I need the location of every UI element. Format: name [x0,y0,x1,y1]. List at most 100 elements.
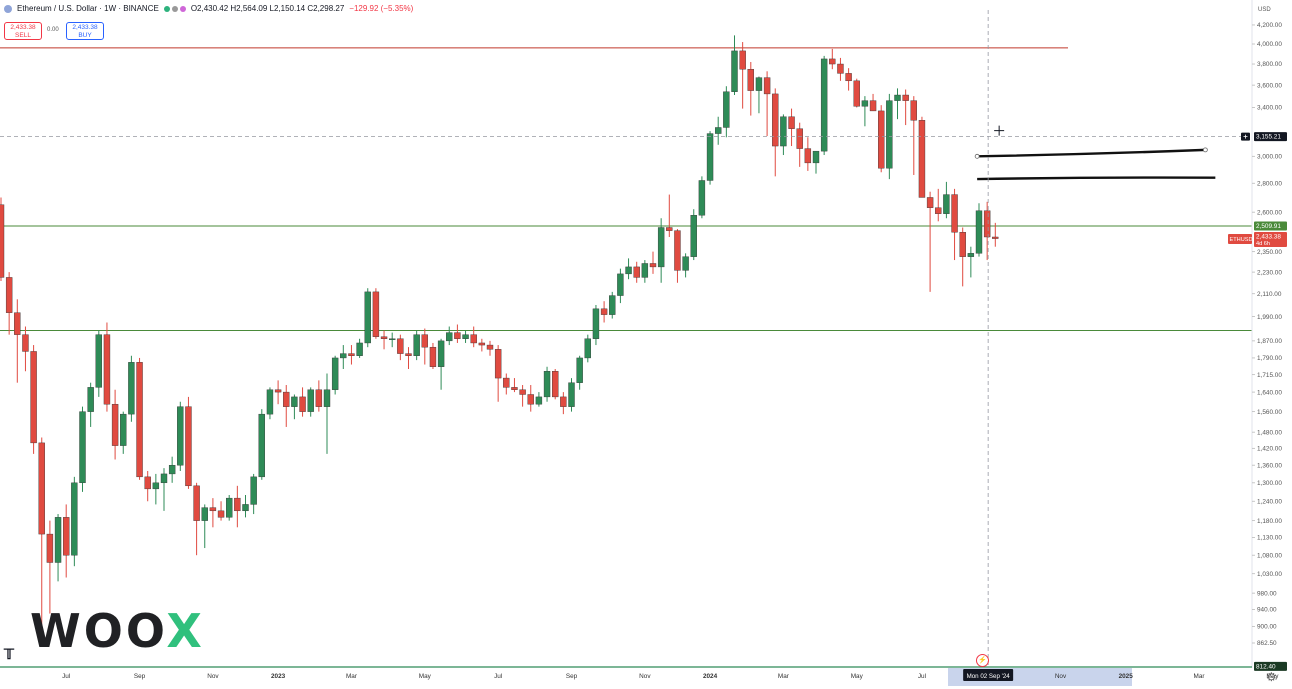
candle [478,338,486,352]
candle [71,476,78,567]
candle [144,470,151,502]
candle [698,176,706,219]
candle-body [918,120,926,198]
candle-body [486,344,494,350]
candle [780,114,787,156]
candle [992,222,999,247]
candle [234,485,241,528]
candle [820,55,828,156]
candle-body [943,194,950,214]
candle [389,332,396,348]
candle-body [975,210,983,254]
candle-body [454,332,461,339]
sell-button[interactable]: 2,433.38 SELL [4,22,42,40]
candle [878,105,885,173]
candle-body [120,413,127,446]
candle-body [992,236,999,239]
candle [22,326,29,372]
candle-body [690,215,697,257]
candle-body [389,338,396,340]
price-tick-label: 1,360.00 [1257,462,1282,469]
price-tick-label: 1,030.00 [1257,571,1282,578]
candle-body [283,391,290,407]
currency-label[interactable]: USD [1258,7,1271,13]
buy-label: BUY [78,32,92,39]
candle-body [111,403,119,446]
candle-body [625,266,632,275]
candle-body [552,371,559,398]
drawn-line-anchor [1202,147,1208,153]
candle [250,473,257,515]
candle-body [600,308,608,315]
candle-body [649,263,657,268]
price-tick-label: 1,180.00 [1257,518,1282,525]
price-tick-label: 1,130.00 [1257,535,1282,542]
price-tick-label: 1,870.00 [1257,338,1282,345]
candle [397,334,404,361]
candle [943,181,950,219]
candle [242,495,249,518]
candle-body [397,338,404,354]
time-tick-label: May [851,673,864,680]
candle-body [478,342,486,346]
candle-body [136,362,143,478]
candle-body [201,507,208,521]
time-tick-label: Nov [639,673,651,680]
candle [87,382,94,427]
candle-body [0,204,5,278]
candle [291,394,298,420]
candle-body [772,93,779,147]
candle [95,330,103,397]
candle [560,392,567,415]
candle [307,387,314,417]
candle-body [144,476,151,490]
lightning-icon[interactable]: ⚡ [976,654,989,667]
drawn-lines [974,147,1216,181]
candle-body [633,266,640,278]
price-badge-crosshair [1254,132,1287,142]
candle-body [340,353,347,359]
candle [706,131,714,185]
candle [845,68,852,91]
candle [225,495,233,521]
symbol-title[interactable]: Ethereum / U.S. Dollar · 1W · BINANCE [17,4,159,13]
price-tick-label: 1,715.00 [1257,372,1282,379]
time-tick-label: Mar [1194,673,1206,680]
candle-body [503,377,510,388]
price-axis: 4,200.00 4,000.00 3,800.00 3,600.00 3,400.00… [1228,0,1292,689]
candle [185,396,192,489]
candle-body [657,227,665,268]
countdown-label: 4d 6h [1256,241,1270,247]
candle [975,203,983,257]
sell-price: 2,433.38 [10,24,36,31]
price-tick-label: 862.50 [1257,640,1277,647]
candle-body [22,334,29,352]
buy-price: 2,433.38 [72,24,98,31]
candle [470,326,477,348]
candle-body [30,351,37,444]
time-tick-label: Nov [1055,673,1067,680]
candle-body [747,68,754,91]
candle [0,197,5,281]
gear-icon[interactable]: ⚙ [1266,670,1277,684]
price-tick-label: 1,300.00 [1257,480,1282,487]
candle-body [5,277,13,313]
candle-body [666,227,673,231]
tradingview-logo-icon[interactable]: 𝕋 [4,646,14,662]
candle-body [869,100,877,112]
candle [30,345,37,454]
candle [812,150,820,174]
price-tick-label: 1,640.00 [1257,389,1282,396]
price-tick-label: 2,800.00 [1257,180,1282,187]
candle-body [274,389,282,393]
candle-body [584,338,591,359]
price-tick-label: 3,000.00 [1257,154,1282,161]
candle [136,357,143,480]
candle-body [959,232,966,257]
candle [666,194,673,237]
candle [535,392,543,407]
buy-button[interactable]: 2,433.38 BUY [66,22,104,40]
candle-body [731,50,738,92]
candle [266,387,274,420]
